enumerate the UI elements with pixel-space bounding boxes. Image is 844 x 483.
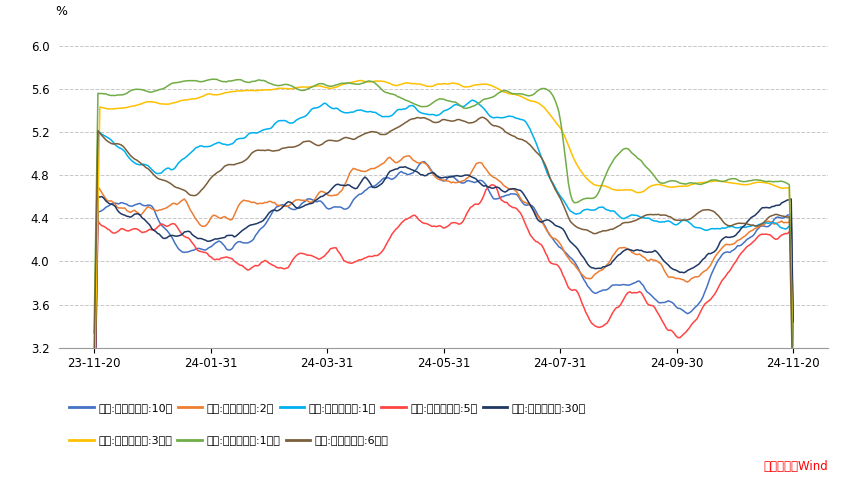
美国:国债收益率:1年: [367, 109, 377, 115]
美国:国债收益率:2年: [89, 436, 99, 441]
美国:国债收益率:30年: [371, 185, 381, 190]
美国:国债收益率:6个月: [476, 114, 486, 120]
美国:国债收益率:10年: [787, 331, 798, 337]
美国:国债收益率:3个月: [756, 180, 766, 185]
美国:国债收益率:2年: [787, 336, 798, 341]
美国:国债收益率:1个月: [690, 180, 700, 186]
Line: 美国:国债收益率:2年: 美国:国债收益率:2年: [94, 156, 793, 439]
美国:国债收益率:6个月: [236, 159, 246, 165]
美国:国债收益率:6个月: [756, 221, 766, 227]
美国:国债收益率:5年: [690, 318, 700, 324]
美国:国债收益率:5年: [787, 342, 798, 348]
美国:国债收益率:1年: [756, 220, 766, 226]
Line: 美国:国债收益率:5年: 美国:国债收益率:5年: [94, 185, 793, 455]
美国:国债收益率:30年: [690, 264, 700, 270]
美国:国债收益率:3个月: [236, 88, 246, 94]
美国:国债收益率:5年: [367, 254, 377, 259]
美国:国债收益率:2年: [756, 222, 766, 228]
美国:国债收益率:3个月: [690, 181, 700, 186]
美国:国债收益率:1年: [281, 118, 291, 124]
Text: 数据来源：Wind: 数据来源：Wind: [762, 460, 827, 473]
美国:国债收益率:6个月: [367, 129, 377, 135]
美国:国债收益率:6个月: [371, 129, 381, 135]
美国:国债收益率:1年: [787, 337, 798, 343]
美国:国债收益率:3个月: [369, 78, 379, 84]
美国:国债收益率:30年: [281, 200, 291, 206]
美国:国债收益率:1年: [236, 136, 246, 142]
Text: %: %: [55, 5, 68, 18]
美国:国债收益率:30年: [787, 319, 798, 325]
美国:国债收益率:1个月: [373, 83, 383, 89]
美国:国债收益率:1个月: [756, 178, 766, 184]
美国:国债收益率:3个月: [281, 85, 291, 91]
美国:国债收益率:1个月: [787, 385, 798, 391]
美国:国债收益率:5年: [236, 262, 246, 268]
Line: 美国:国债收益率:10年: 美国:国债收益率:10年: [94, 162, 793, 452]
美国:国债收益率:10年: [367, 184, 377, 189]
美国:国债收益率:2年: [371, 164, 381, 170]
美国:国债收益率:30年: [756, 205, 766, 211]
Line: 美国:国债收益率:1个月: 美国:国债收益率:1个月: [94, 79, 793, 388]
美国:国债收益率:5年: [281, 265, 291, 271]
Line: 美国:国债收益率:1年: 美国:国债收益率:1年: [94, 100, 793, 412]
美国:国债收益率:10年: [281, 203, 291, 209]
美国:国债收益率:10年: [236, 240, 246, 245]
美国:国债收益率:30年: [89, 442, 99, 448]
美国:国债收益率:1个月: [208, 76, 218, 82]
美国:国债收益率:5年: [371, 253, 381, 258]
美国:国债收益率:30年: [236, 228, 246, 234]
美国:国债收益率:6个月: [281, 145, 291, 151]
Line: 美国:国债收益率:3个月: 美国:国债收益率:3个月: [94, 81, 793, 399]
美国:国债收益率:10年: [419, 159, 429, 165]
美国:国债收益率:1年: [89, 409, 99, 415]
美国:国债收益率:2年: [690, 274, 700, 280]
美国:国债收益率:5年: [756, 231, 766, 237]
美国:国债收益率:6个月: [89, 351, 99, 356]
美国:国债收益率:1年: [467, 97, 477, 103]
美国:国债收益率:2年: [281, 203, 291, 209]
美国:国债收益率:1个月: [89, 330, 99, 336]
Line: 美国:国债收益率:6个月: 美国:国债收益率:6个月: [94, 117, 793, 407]
Line: 美国:国债收益率:30年: 美国:国债收益率:30年: [94, 167, 793, 445]
美国:国债收益率:1个月: [369, 80, 379, 85]
美国:国债收益率:6个月: [787, 404, 798, 410]
美国:国债收益率:2年: [367, 166, 377, 171]
美国:国债收益率:3个月: [355, 78, 365, 84]
美国:国债收益率:10年: [690, 304, 700, 310]
美国:国债收益率:30年: [367, 185, 377, 190]
美国:国债收益率:1年: [371, 110, 381, 116]
美国:国债收益率:10年: [371, 182, 381, 188]
美国:国债收益率:10年: [89, 449, 99, 455]
美国:国债收益率:1个月: [283, 82, 293, 87]
美国:国债收益率:5年: [486, 182, 496, 188]
美国:国债收益率:3个月: [89, 397, 99, 402]
美国:国债收益率:10年: [756, 223, 766, 229]
美国:国债收益率:6个月: [690, 213, 700, 218]
美国:国债收益率:3个月: [787, 353, 798, 359]
美国:国债收益率:2年: [403, 153, 414, 158]
美国:国债收益率:2年: [236, 199, 246, 204]
美国:国债收益率:1个月: [239, 79, 249, 85]
美国:国债收益率:30年: [400, 164, 410, 170]
Legend: 美国:国债收益率:3个月, 美国:国债收益率:1个月, 美国:国债收益率:6个月: 美国:国债收益率:3个月, 美国:国债收益率:1个月, 美国:国债收益率:6个月: [65, 431, 392, 450]
美国:国债收益率:5年: [89, 453, 99, 458]
美国:国债收益率:1年: [690, 225, 700, 230]
美国:国债收益率:3个月: [373, 78, 383, 84]
